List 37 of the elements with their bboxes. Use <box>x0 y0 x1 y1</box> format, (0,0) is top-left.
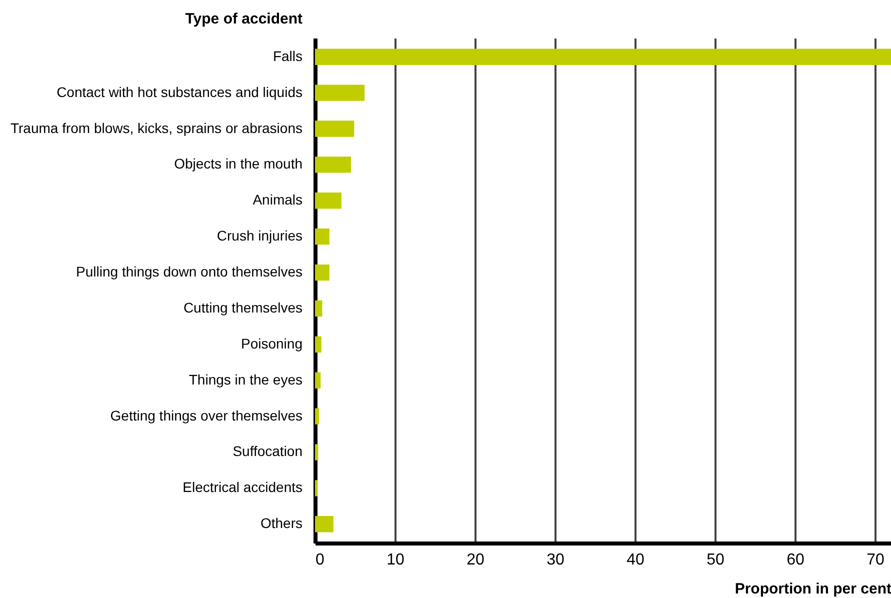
bar <box>315 408 319 424</box>
y-tick-label: Getting things over themselves <box>110 407 302 424</box>
bar <box>315 48 891 65</box>
y-tick-label: Suffocation <box>232 443 302 460</box>
x-tick-label: 50 <box>706 552 724 568</box>
y-tick-label: Animals <box>252 192 302 208</box>
y-tick-label: Electrical accidents <box>182 479 302 496</box>
y-tick-label: Others <box>260 515 302 532</box>
x-tick-label: 60 <box>786 552 804 568</box>
bar <box>315 192 342 209</box>
x-tick-label: 70 <box>866 552 884 568</box>
bar <box>315 444 318 460</box>
x-tick-label: 10 <box>386 552 404 568</box>
x-tick-label: 0 <box>316 552 324 568</box>
y-tick-label: Pulling things down onto themselves <box>76 264 302 280</box>
y-tick-label: Contact with hot substances and liquids <box>56 84 302 100</box>
bar <box>315 336 322 352</box>
bar <box>315 120 354 137</box>
bar <box>315 156 351 173</box>
bar <box>315 84 365 101</box>
y-tick-label: Trauma from blows, kicks, sprains or abrasions <box>10 120 302 136</box>
x-tick-label: 30 <box>546 552 564 568</box>
y-tick-label: Objects in the mouth <box>174 156 302 172</box>
bar <box>315 516 334 532</box>
y-tick-label: Crush injuries <box>216 228 302 244</box>
x-tick-label: 20 <box>466 552 484 568</box>
bar <box>315 300 322 317</box>
x-tick-label: 40 <box>626 552 644 568</box>
x-axis-title: Proportion in per cent <box>734 580 891 598</box>
y-tick-label: Poisoning <box>241 335 302 352</box>
bar <box>315 264 330 281</box>
y-tick-label: Cutting themselves <box>183 299 302 316</box>
y-tick-label: Things in the eyes <box>188 371 302 388</box>
bar <box>315 228 330 245</box>
bar <box>315 372 321 388</box>
y-axis-title: Type of accident <box>185 10 302 28</box>
y-tick-label: Falls <box>272 48 302 64</box>
